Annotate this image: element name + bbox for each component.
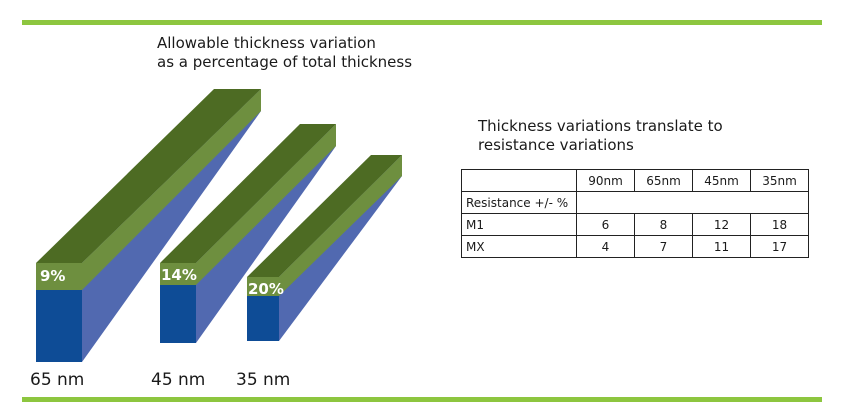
- bar-45nm-top: [160, 124, 336, 263]
- bar-35nm: [247, 155, 402, 341]
- bar-35nm-percent: 20%: [248, 280, 284, 298]
- bar-45nm-front-band: [160, 263, 196, 285]
- diagram-title-line1: Allowable thickness variation: [157, 34, 376, 52]
- bar-65nm-percent: 9%: [40, 267, 66, 285]
- table-cell: 4: [576, 235, 635, 258]
- top-rule: [22, 20, 822, 25]
- bar-65nm-front-band: [36, 263, 82, 290]
- bar-65nm-front-base: [36, 290, 82, 362]
- resistance-table: 90nm 65nm 45nm 35nm Resistance +/- % M1 …: [461, 169, 809, 258]
- table-cell: 8: [634, 213, 693, 236]
- table-section-row: Resistance +/- %: [461, 191, 809, 214]
- table-row: M1 6 8 12 18: [461, 213, 809, 236]
- bar-35nm-side-band: [279, 155, 402, 296]
- table-header-row: 90nm 65nm 45nm 35nm: [461, 169, 809, 192]
- table-title-line1: Thickness variations translate to: [478, 117, 723, 135]
- bar-35nm-top: [247, 155, 402, 277]
- bar-45nm: [160, 124, 336, 343]
- table-row: MX 4 7 11 17: [461, 235, 809, 258]
- table-cell: 12: [692, 213, 751, 236]
- bar-45nm-label: 45 nm: [151, 370, 206, 390]
- bar-65nm-side-band: [82, 89, 261, 290]
- table-cell: 17: [750, 235, 809, 258]
- bar-65nm-top: [36, 89, 261, 263]
- bar-45nm-side-band: [196, 124, 336, 285]
- table-cell: 7: [634, 235, 693, 258]
- bar-45nm-percent: 14%: [161, 266, 197, 284]
- bar-35nm-front-base: [247, 296, 279, 341]
- bar-45nm-front-base: [160, 285, 196, 343]
- diagram-title-line2: as a percentage of total thickness: [157, 53, 413, 71]
- section-blank-cell: [576, 191, 809, 214]
- header-90nm: 90nm: [576, 169, 635, 192]
- bar-65nm: [36, 89, 261, 362]
- row-label: MX: [461, 235, 577, 258]
- table-title-line2: resistance variations: [478, 136, 634, 154]
- header-blank-cell: [461, 169, 577, 192]
- bar-65nm-label: 65 nm: [30, 370, 85, 390]
- header-45nm: 45nm: [692, 169, 751, 192]
- header-65nm: 65nm: [634, 169, 693, 192]
- bar-35nm-label: 35 nm: [236, 370, 291, 390]
- table-cell: 11: [692, 235, 751, 258]
- table-cell: 6: [576, 213, 635, 236]
- table-cell: 18: [750, 213, 809, 236]
- bar-35nm-front-band: [247, 277, 279, 296]
- bottom-rule: [22, 397, 822, 402]
- row-label: M1: [461, 213, 577, 236]
- bar-65nm-side: [82, 89, 261, 362]
- section-label: Resistance +/- %: [461, 191, 577, 214]
- header-35nm: 35nm: [750, 169, 809, 192]
